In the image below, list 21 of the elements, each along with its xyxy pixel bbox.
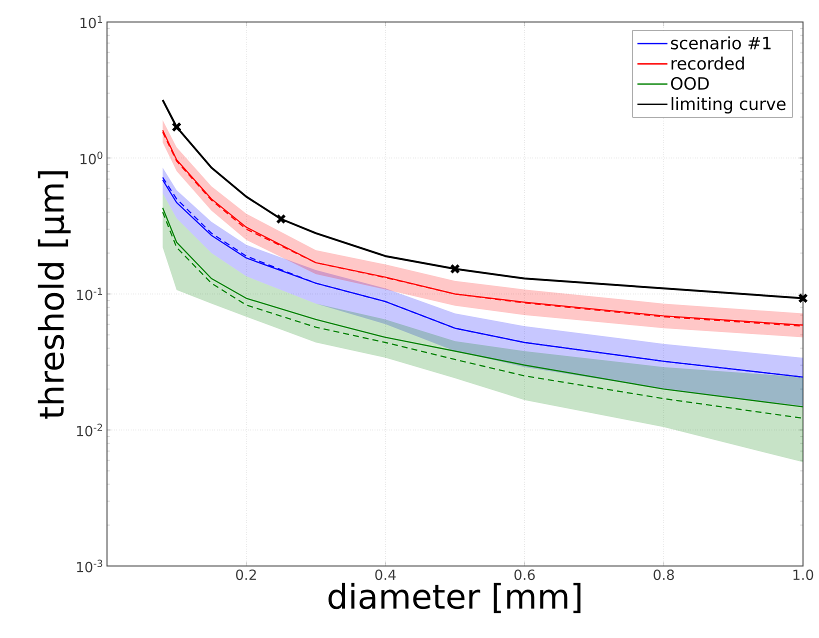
legend-label: limiting curve (672, 97, 786, 114)
line-series (162, 98, 804, 300)
legend-label: OOD (671, 77, 709, 90)
point (172, 122, 182, 132)
x-tick-label: 1.0 (793, 570, 814, 580)
y-tick-label: 10$^{1}$ (80, 16, 102, 28)
legend-label: scenario #1 (671, 36, 771, 50)
x-axis-title: diameter [mm] (328, 582, 580, 614)
y-tick-label: 10$^{-2}$ (77, 424, 102, 436)
y-tick-label: 10$^{-3}$ (77, 560, 102, 572)
x-tick-label: 0.2 (236, 570, 256, 580)
y-tick-label: 10$^{0}$ (80, 152, 102, 164)
point (798, 293, 808, 304)
y-tick-label: 10$^{-1}$ (77, 288, 102, 300)
legend-label: recorded (672, 56, 744, 70)
x-tick-label: 0.6 (514, 570, 535, 580)
point (450, 264, 460, 274)
x-tick-label: 0.4 (375, 570, 396, 580)
y-axis-title: threshold [µm] (38, 171, 71, 419)
point (276, 214, 286, 224)
x-tick-label: 0.8 (654, 570, 674, 580)
